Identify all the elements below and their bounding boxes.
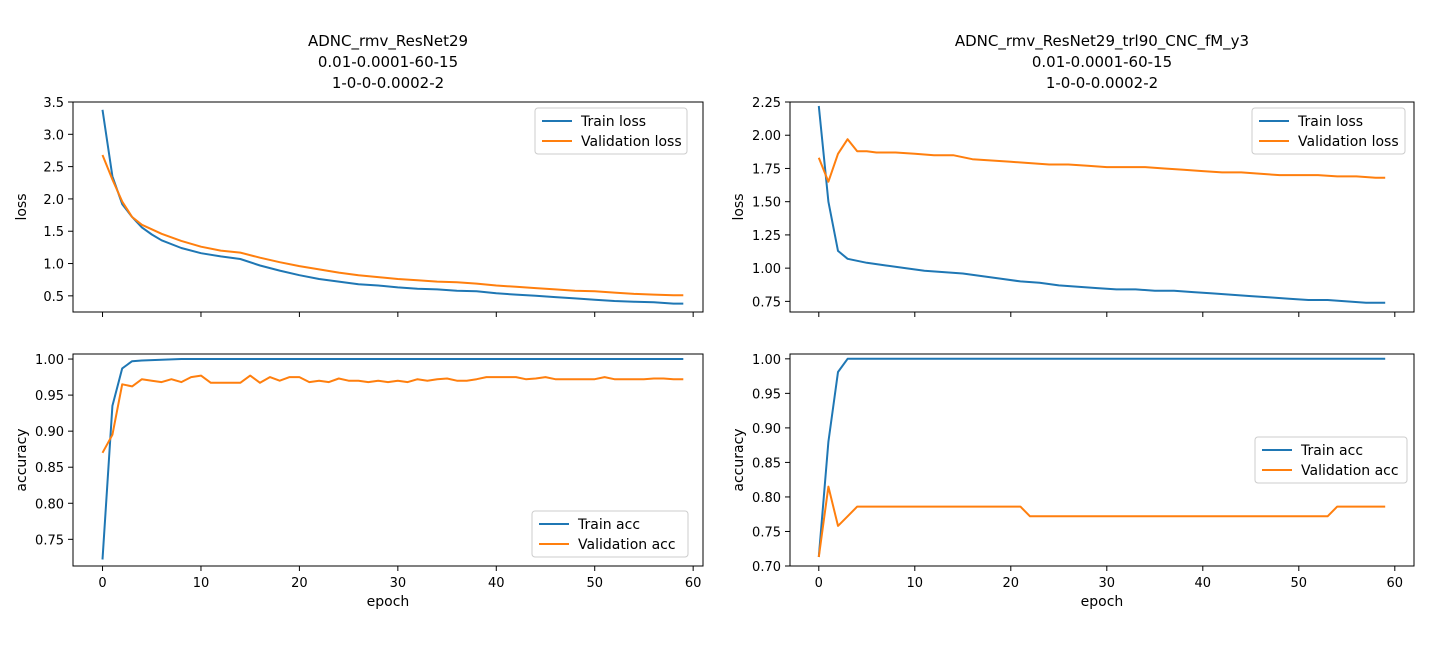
x-axis-label: epoch [1081,594,1124,610]
legend: Train loss Validation loss [534,107,688,155]
chart-title-line: ADNC_rmv_ResNet29 [308,32,468,51]
y-tick-label: 0.5 [43,290,64,305]
y-tick-label: 0.85 [752,456,781,471]
y-tick-label: 1.0 [43,258,64,273]
legend: Train acc Validation acc [1254,436,1408,484]
y-tick-label: 0.70 [752,560,781,575]
y-tick-label: 0.75 [35,533,64,548]
y-tick-label: 0.90 [35,425,64,440]
series-line-train [101,109,684,305]
series-line-train [817,357,1386,558]
series-line-train [101,358,684,560]
legend: Train acc Validation acc [531,510,689,558]
legend-label-train: Train loss [580,114,646,130]
legend-box [534,107,688,155]
x-tick-label: 40 [1195,576,1212,591]
legend-box [1251,107,1406,155]
legend-box [1254,436,1408,484]
y-tick-label: 0.90 [752,422,781,437]
x-tick-label: 10 [907,576,924,591]
chart-left_loss: ADNC_rmv_ResNet29 0.01-0.0001-60-15 1-0-0-… [14,32,704,317]
chart-title-line: ADNC_rmv_ResNet29_trl90_CNC_fM_y3 [955,32,1249,51]
chart-right_acc: 0 10 20 30 40 50 60 0.70 0.75 0.80 0.85 0.90 0.95 1.0… [731,353,1415,610]
y-tick-label: 0.95 [35,389,64,404]
x-tick-label: 30 [390,576,407,591]
x-tick-label: 10 [193,576,210,591]
x-tick-label: 30 [1099,576,1116,591]
x-tick-label: 50 [586,576,603,591]
chart-title-line: 1-0-0-0.0002-2 [1046,74,1158,92]
y-tick-label: 0.95 [752,387,781,402]
chart-title-line: 0.01-0.0001-60-15 [1032,53,1172,71]
x-tick-label: 0 [98,576,106,591]
y-tick-label: 1.50 [752,196,781,211]
y-tick-label: 2.25 [752,96,781,111]
legend-label-train: Train acc [1300,443,1363,459]
y-tick-label: 1.00 [752,353,781,368]
x-tick-label: 0 [815,576,823,591]
y-tick-label: 1.25 [752,229,781,244]
y-axis-label: loss [14,193,30,220]
plot-frame [72,353,704,567]
chart-title-line: 0.01-0.0001-60-15 [318,53,458,71]
plot-frame [72,101,704,313]
y-tick-label: 1.5 [43,225,64,240]
series-line-validation [817,485,1386,558]
y-axis-label: accuracy [14,428,30,491]
y-tick-label: 3.0 [43,128,64,143]
x-tick-label: 20 [291,576,308,591]
x-tick-label: 60 [1387,576,1404,591]
y-tick-label: 2.5 [43,161,64,176]
y-axis-label: loss [731,193,747,220]
legend-label-validation: Validation loss [581,134,682,150]
series-line-validation [101,374,684,454]
y-tick-label: 0.80 [35,497,64,512]
chart-left_acc: 0 10 20 30 40 50 60 0.75 0.80 0.85 0.90 0.95 1.00 epo… [14,353,704,610]
chart-right_loss: ADNC_rmv_ResNet29_trl90_CNC_fM_y3 0.01-0.… [731,32,1415,317]
plot-frame [789,101,1415,313]
x-axis-label: epoch [367,594,410,610]
x-tick-label: 40 [488,576,505,591]
y-axis-label: accuracy [731,428,747,491]
plot-frame [789,353,1415,567]
y-tick-label: 0.80 [752,491,781,506]
y-tick-label: 1.00 [752,262,781,277]
chart-title-line: 1-0-0-0.0002-2 [332,74,444,92]
y-tick-label: 2.0 [43,193,64,208]
x-tick-label: 60 [685,576,702,591]
legend-label-train: Train acc [577,517,640,533]
legend-label-validation: Validation acc [578,537,676,553]
legend-label-validation: Validation loss [1298,134,1399,150]
legend-label-validation: Validation acc [1301,463,1399,479]
y-tick-label: 1.75 [752,162,781,177]
legend-label-train: Train loss [1297,114,1363,130]
legend: Train loss Validation loss [1251,107,1406,155]
series-line-train [817,105,1386,304]
y-tick-label: 0.85 [35,461,64,476]
x-tick-label: 50 [1291,576,1308,591]
y-tick-label: 1.00 [35,353,64,368]
y-tick-label: 0.75 [752,295,781,310]
legend-box [531,510,689,558]
series-line-validation [101,154,684,297]
y-tick-label: 3.5 [43,96,64,111]
series-line-validation [817,138,1386,183]
y-tick-label: 2.00 [752,129,781,144]
x-tick-label: 20 [1003,576,1020,591]
y-tick-label: 0.75 [752,525,781,540]
